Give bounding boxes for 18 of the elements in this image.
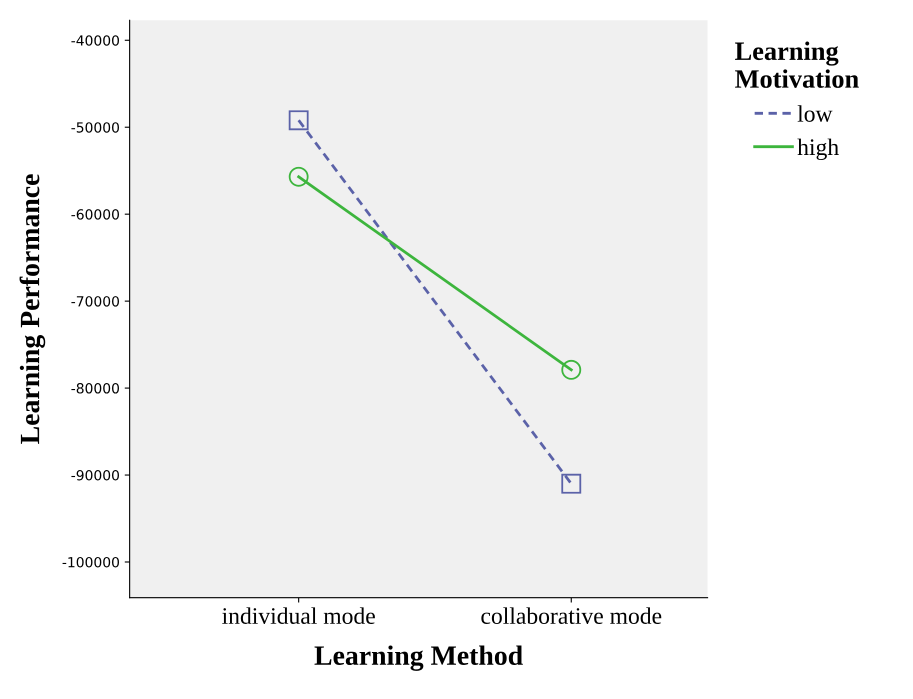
point: [288, 166, 309, 187]
y-tick-label: -100000: [62, 556, 119, 568]
point: [561, 474, 582, 494]
point: [561, 360, 582, 380]
x-tick-label: individual mode: [222, 607, 375, 624]
point: [288, 110, 309, 130]
y-axis-title: Learning Performance: [20, 174, 46, 444]
y-tick-label: -80000: [71, 383, 119, 394]
legend-label: high: [797, 138, 839, 160]
y-tick-label: -90000: [71, 470, 119, 481]
legend-label: low: [798, 105, 832, 122]
y-tick-label: -50000: [71, 122, 119, 133]
x-tick-label: collaborative mode: [481, 607, 662, 624]
y-tick-label: -60000: [71, 209, 119, 220]
y-tick-label: -40000: [71, 35, 119, 46]
x-axis-title: Learning Method: [314, 645, 523, 671]
legend-title: Learning Motivation: [735, 42, 859, 88]
y-tick-label: -70000: [71, 296, 119, 307]
